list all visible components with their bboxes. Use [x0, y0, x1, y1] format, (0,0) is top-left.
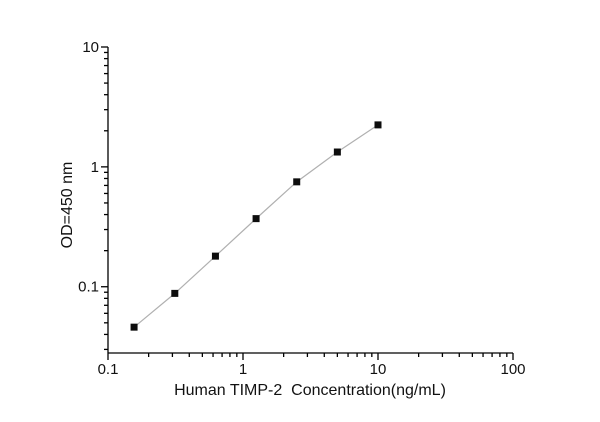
data-point-marker	[293, 178, 301, 186]
y-axis-title: OD=450 nm	[59, 162, 76, 249]
x-tick-label: 100	[500, 361, 525, 378]
x-tick-label: 1	[239, 361, 247, 378]
data-point-marker	[171, 289, 179, 297]
data-point-marker	[333, 148, 341, 156]
data-point-marker	[130, 323, 138, 331]
y-tick-label: 0.1	[78, 279, 99, 296]
standard-curve-line	[133, 124, 379, 328]
data-point-marker	[252, 215, 260, 223]
x-tick-label: 0.1	[98, 361, 119, 378]
axes-layer: 0.1 1 10 100 0.1 1 10	[78, 39, 525, 378]
x-axis-title: Human TIMP-2 Concentration(ng/mL)	[174, 382, 446, 399]
data-series-layer	[130, 121, 382, 331]
y-tick-label: 10	[82, 39, 99, 56]
data-point-marker	[211, 252, 219, 260]
data-point-marker	[374, 121, 382, 129]
x-tick-label: 10	[370, 361, 387, 378]
y-tick-label: 1	[91, 159, 99, 176]
